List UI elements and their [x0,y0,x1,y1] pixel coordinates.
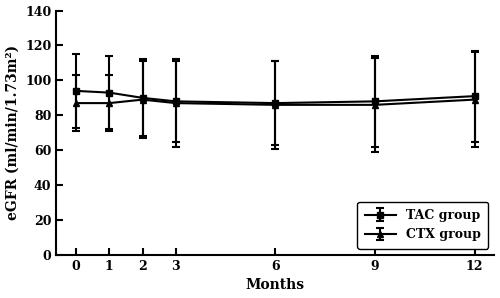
Legend: TAC group, CTX group: TAC group, CTX group [357,201,488,249]
X-axis label: Months: Months [246,278,305,292]
Y-axis label: eGFR (ml/min/1.73m²): eGFR (ml/min/1.73m²) [6,45,20,220]
